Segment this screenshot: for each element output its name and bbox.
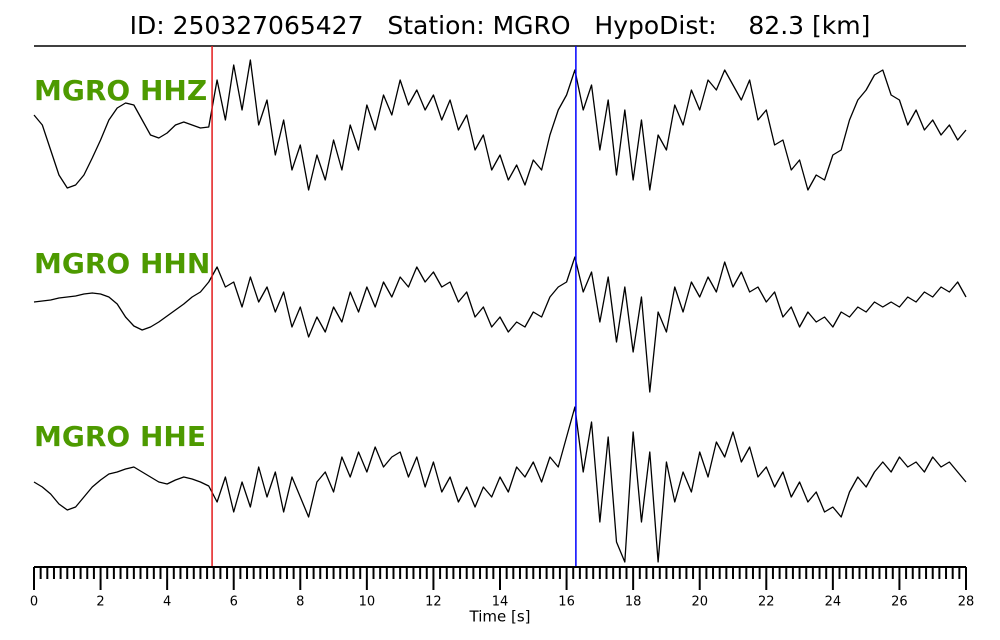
x-tick-label: 12 [425,595,442,610]
trace-label: MGRO HHN [34,247,210,280]
x-tick-label: 8 [296,595,304,610]
x-tick-label: 22 [758,595,775,610]
waveform [33,256,967,393]
trace-label: MGRO HHE [34,420,206,453]
waveform [33,59,967,191]
x-tick-label: 14 [492,595,509,610]
x-tick-label: 20 [691,595,708,610]
x-tick-label: 24 [825,595,842,610]
x-tick-label: 18 [625,595,642,610]
x-tick-label: 4 [163,595,171,610]
x-tick-label: 6 [230,595,238,610]
x-tick-label: 2 [96,595,104,610]
chart-title: ID: 250327065427 Station: MGRO HypoDist:… [130,11,871,40]
x-tick-label: 16 [558,595,575,610]
x-axis-label: Time [s] [469,608,531,626]
x-tick-label: 10 [359,595,376,610]
x-tick-label: 26 [891,595,908,610]
x-tick-label: 28 [958,595,975,610]
x-tick-label: 0 [30,595,38,610]
trace-label: MGRO HHZ [34,74,207,107]
waveform [33,406,967,563]
